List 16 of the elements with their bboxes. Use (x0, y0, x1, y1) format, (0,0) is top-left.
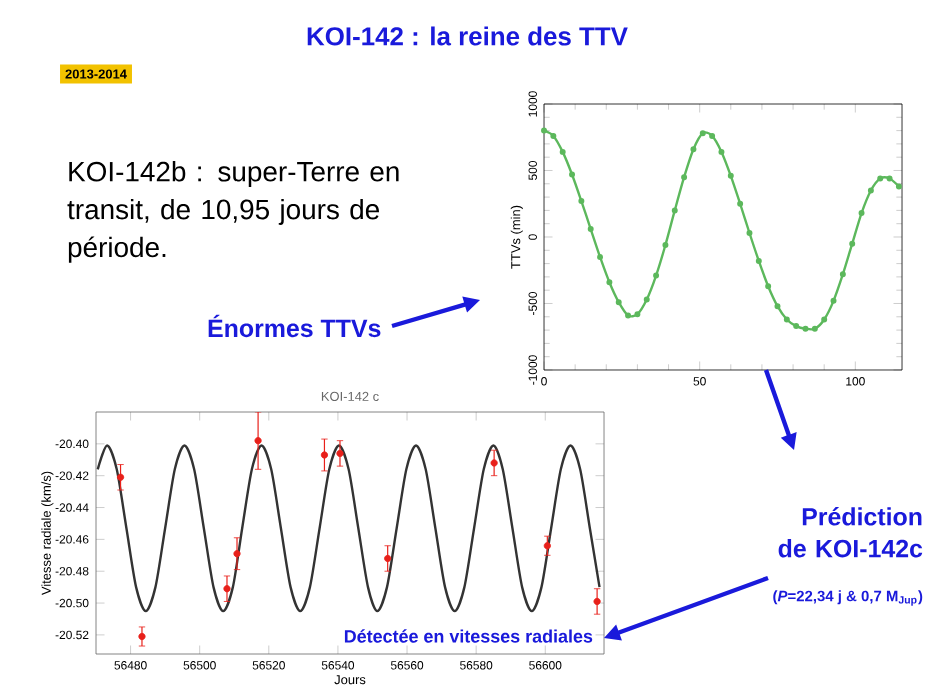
text: KOI-142b : super-Terre en transit, de 10,95 jours de période. (67, 161, 399, 263)
point (543, 542, 551, 550)
point (490, 459, 498, 467)
text: KOI-142 : la reine des TTV (307, 26, 628, 46)
point (116, 473, 125, 481)
point (254, 437, 262, 445)
point (384, 554, 392, 563)
text: Énormes TTVs (208, 314, 381, 338)
text: Prédiction de KOI-142c (778, 507, 923, 558)
point (223, 585, 231, 593)
point (320, 451, 329, 459)
point (336, 449, 344, 457)
annotation: Détectée en vitesses radiales (344, 629, 593, 643)
point (593, 597, 601, 606)
point (138, 632, 146, 641)
point (233, 550, 241, 558)
